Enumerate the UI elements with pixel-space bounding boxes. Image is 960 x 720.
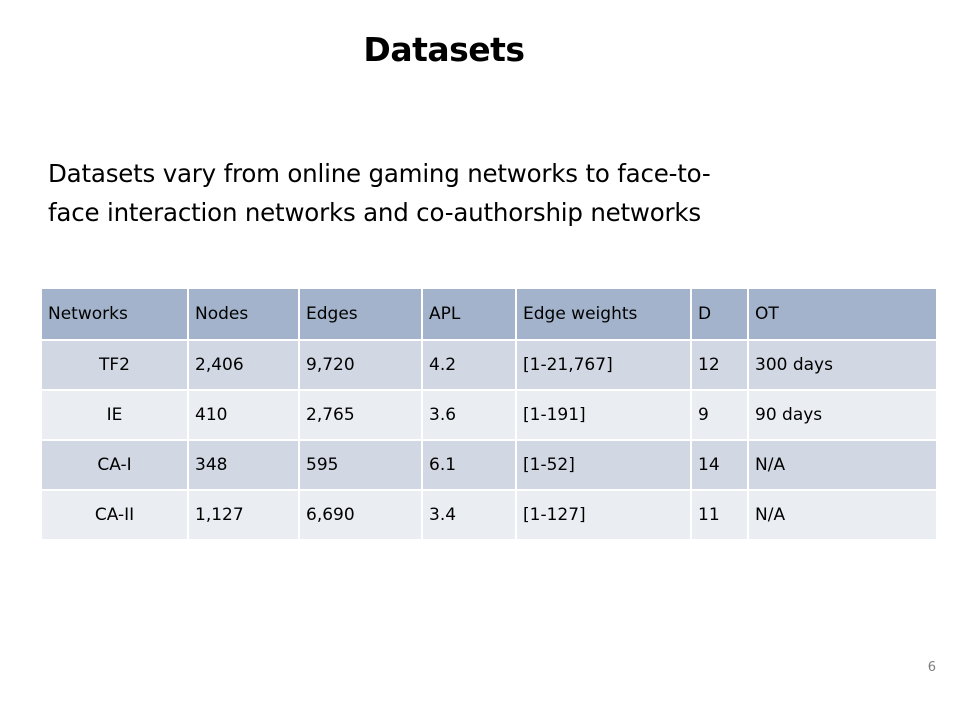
body-line-1: Datasets vary from online gaming network… bbox=[48, 159, 711, 188]
cell-d: 14 bbox=[690, 439, 749, 491]
cell-edges: 6,690 bbox=[298, 489, 423, 541]
cell-edge-weights: [1-52] bbox=[515, 439, 692, 491]
cell-edge-weights: [1-191] bbox=[515, 389, 692, 441]
cell-d: 12 bbox=[690, 339, 749, 391]
header-edge-weights: Edge weights bbox=[515, 287, 692, 341]
cell-d: 9 bbox=[690, 389, 749, 441]
table-row: CA-II 1,127 6,690 3.4 [1-127] 11 N/A bbox=[40, 489, 938, 541]
header-apl: APL bbox=[421, 287, 517, 341]
cell-nodes: 410 bbox=[187, 389, 300, 441]
header-nodes: Nodes bbox=[187, 287, 300, 341]
cell-ot: N/A bbox=[747, 439, 938, 491]
header-networks: Networks bbox=[40, 287, 189, 341]
cell-nodes: 348 bbox=[187, 439, 300, 491]
cell-edges: 595 bbox=[298, 439, 423, 491]
cell-apl: 3.6 bbox=[421, 389, 517, 441]
header-ot: OT bbox=[747, 287, 938, 341]
cell-nodes: 2,406 bbox=[187, 339, 300, 391]
slide-title: Datasets bbox=[363, 30, 525, 69]
cell-ot: 300 days bbox=[747, 339, 938, 391]
cell-nodes: 1,127 bbox=[187, 489, 300, 541]
cell-network: CA-I bbox=[40, 439, 189, 491]
cell-network: IE bbox=[40, 389, 189, 441]
cell-apl: 6.1 bbox=[421, 439, 517, 491]
header-d: D bbox=[690, 287, 749, 341]
cell-network: CA-II bbox=[40, 489, 189, 541]
page-number: 6 bbox=[927, 660, 936, 675]
cell-ot: 90 days bbox=[747, 389, 938, 441]
cell-edge-weights: [1-127] bbox=[515, 489, 692, 541]
body-line-2: face interaction networks and co-authors… bbox=[48, 198, 701, 227]
cell-d: 11 bbox=[690, 489, 749, 541]
datasets-table: Networks Nodes Edges APL Edge weights D … bbox=[40, 287, 938, 541]
header-edges: Edges bbox=[298, 287, 423, 341]
table-row: IE 410 2,765 3.6 [1-191] 9 90 days bbox=[40, 389, 938, 441]
cell-edges: 9,720 bbox=[298, 339, 423, 391]
cell-ot: N/A bbox=[747, 489, 938, 541]
cell-apl: 4.2 bbox=[421, 339, 517, 391]
table-header-row: Networks Nodes Edges APL Edge weights D … bbox=[40, 287, 938, 341]
slide-body-text: Datasets vary from online gaming network… bbox=[48, 154, 928, 232]
cell-edge-weights: [1-21,767] bbox=[515, 339, 692, 391]
cell-edges: 2,765 bbox=[298, 389, 423, 441]
cell-network: TF2 bbox=[40, 339, 189, 391]
table-row: CA-I 348 595 6.1 [1-52] 14 N/A bbox=[40, 439, 938, 491]
cell-apl: 3.4 bbox=[421, 489, 517, 541]
table-row: TF2 2,406 9,720 4.2 [1-21,767] 12 300 da… bbox=[40, 339, 938, 391]
